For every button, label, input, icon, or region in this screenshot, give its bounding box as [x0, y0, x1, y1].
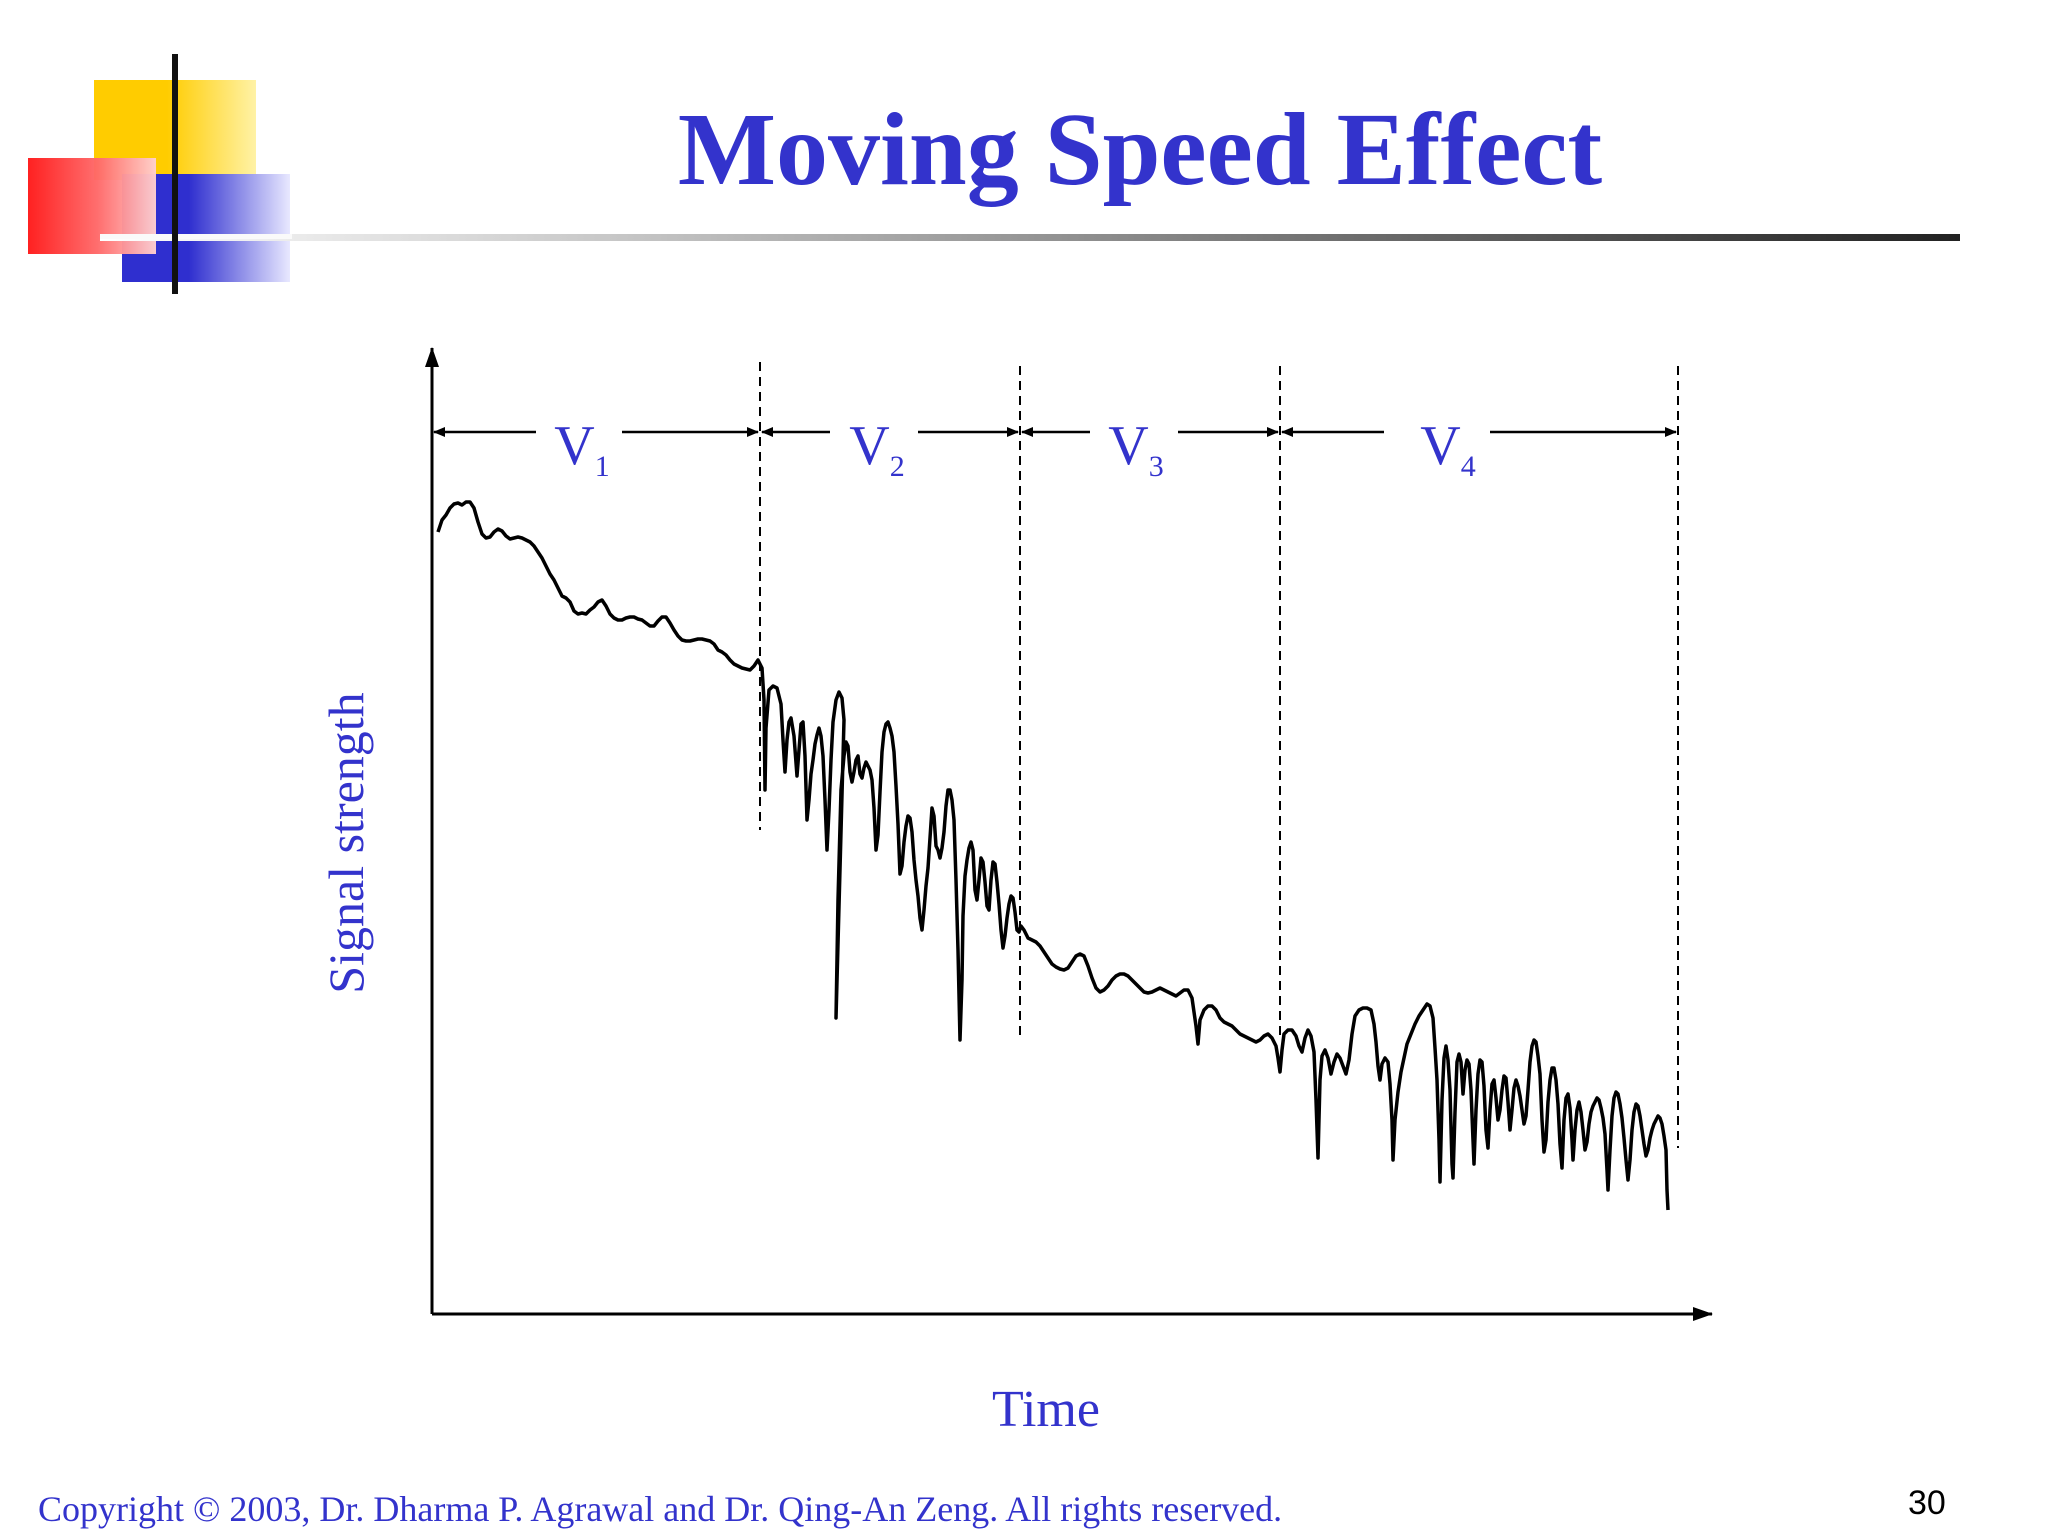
- segment-label-v2: V2: [849, 418, 904, 482]
- slide-title: Moving Speed Effect: [677, 92, 1603, 207]
- segment-letter: V: [849, 415, 890, 477]
- copyright-footer: Copyright © 2003, Dr. Dharma P. Agrawal …: [38, 1489, 1283, 1529]
- signal-curve: [436, 500, 1670, 1211]
- segment-label-v4: V4: [1420, 418, 1475, 482]
- page-number: 30: [1908, 1484, 1946, 1522]
- segment-letter: V: [1108, 415, 1149, 477]
- decor-horizontal-bar: [100, 234, 292, 239]
- segment-label-v3: V3: [1108, 418, 1163, 482]
- decor-vertical-bar: [172, 54, 178, 294]
- segment-letter: V: [554, 415, 595, 477]
- segment-subscript: 4: [1460, 450, 1476, 483]
- segment-letter: V: [1420, 415, 1461, 477]
- segment-label-v1: V1: [554, 418, 609, 482]
- title-underline: [100, 234, 1960, 241]
- segment-subscript: 2: [889, 450, 905, 483]
- y-axis-label: Signal strength: [318, 692, 374, 994]
- segment-subscript: 1: [594, 450, 610, 483]
- x-axis-label: Time: [992, 1381, 1100, 1438]
- segment-subscript: 3: [1148, 450, 1164, 483]
